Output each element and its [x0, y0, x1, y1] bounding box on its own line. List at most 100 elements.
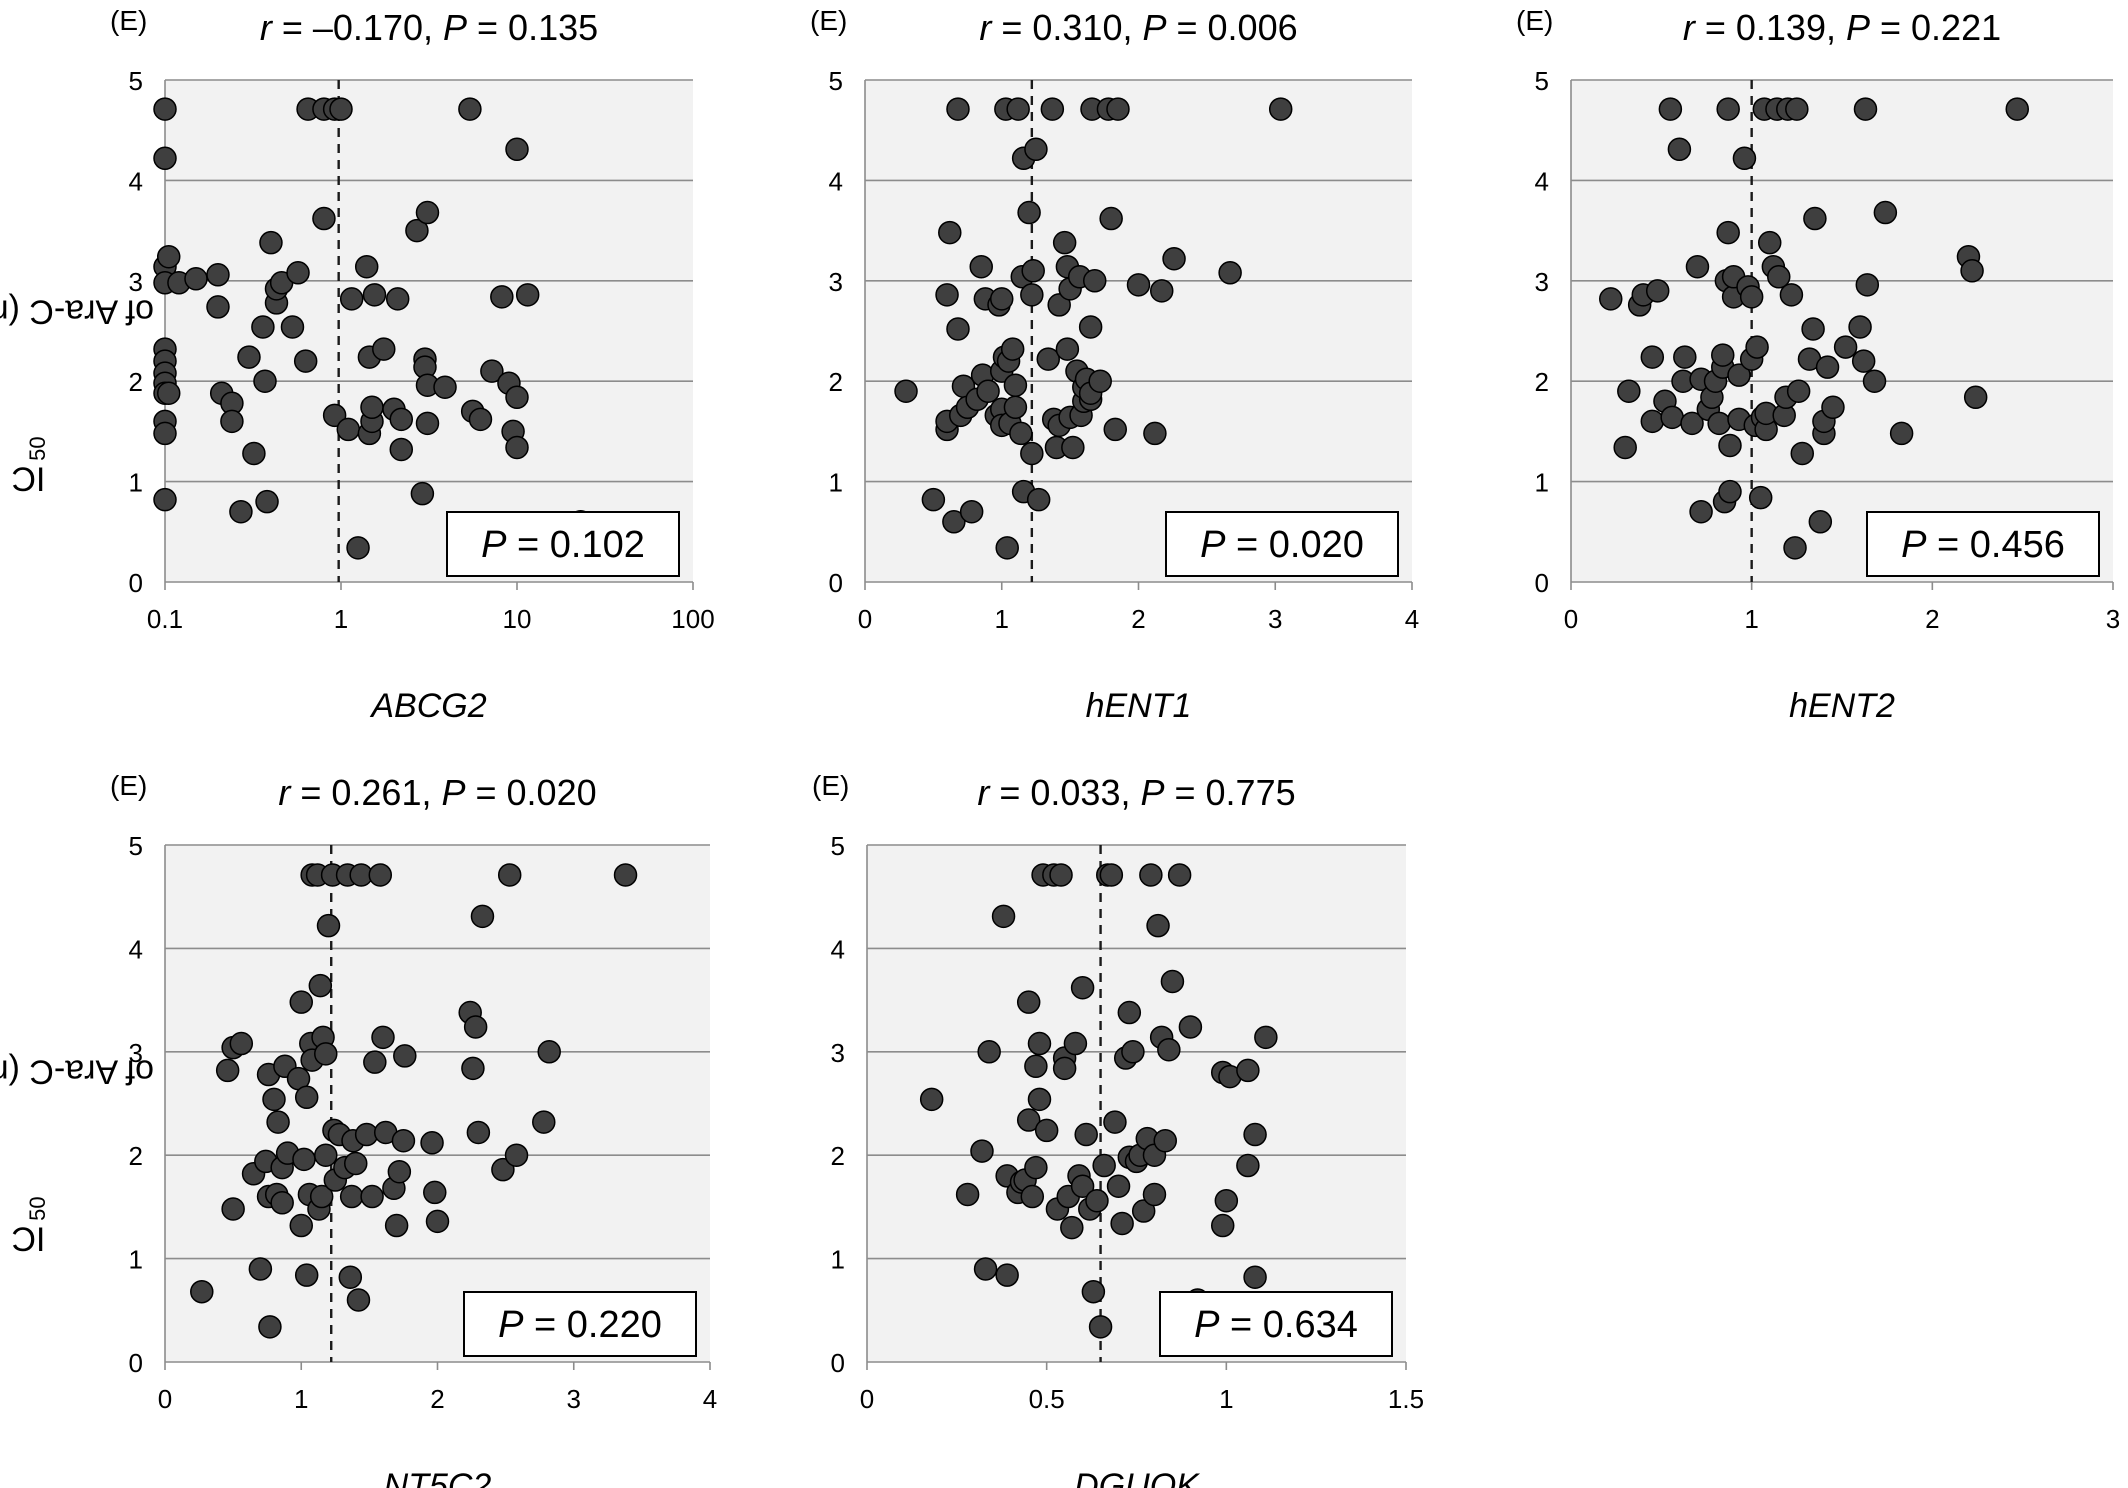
- chart-panel-1: 0.1 1 10 100 0 1 2 3 4 5 P = 0.102 (E) r = –0.170, P…: [110, 5, 715, 725]
- data-point: [1121, 1040, 1145, 1064]
- data-point: [1160, 969, 1185, 994]
- data-point: [1026, 487, 1051, 512]
- data-point: [1078, 315, 1103, 339]
- data-point: [1790, 441, 1815, 466]
- data-point: [1167, 863, 1192, 887]
- data-point: [468, 407, 493, 432]
- data-point: [1000, 337, 1025, 361]
- x-tick-label: 0: [858, 604, 872, 634]
- x-tick-label: 1: [334, 604, 348, 634]
- data-point: [1049, 863, 1073, 887]
- y-tick-label: 4: [831, 934, 845, 964]
- data-point: [1110, 1211, 1134, 1236]
- plot-area: [165, 845, 710, 1362]
- data-point: [1149, 279, 1174, 303]
- data-point: [461, 1056, 485, 1081]
- data-point: [262, 1087, 286, 1112]
- data-point: [220, 409, 244, 434]
- data-point: [420, 1131, 444, 1155]
- data-point: [1960, 259, 1984, 283]
- data-point: [360, 395, 384, 420]
- data-point: [1117, 1000, 1142, 1025]
- p-value-box: [463, 1291, 697, 1357]
- y-tick-label: 3: [1535, 267, 1549, 297]
- chart-title: r = 0.033, P = 0.775: [977, 772, 1295, 813]
- chart-panel-4: 0 1 2 3 4 0 1 2 3 4 5 P = 0.220 (E) r = 0.261, P = 0.…: [110, 770, 717, 1488]
- data-point: [946, 317, 970, 341]
- data-point: [1162, 246, 1186, 271]
- data-point: [1103, 1110, 1127, 1134]
- data-point: [919, 1087, 944, 1112]
- x-tick-label: 0: [158, 1384, 172, 1414]
- data-point: [1711, 343, 1735, 367]
- data-point: [322, 403, 347, 428]
- data-point: [995, 536, 1019, 560]
- data-point: [387, 1159, 412, 1184]
- data-point: [1020, 441, 1044, 466]
- y-tick-label: 4: [129, 934, 143, 964]
- data-point: [1243, 1265, 1267, 1289]
- data-point: [156, 381, 181, 405]
- data-point: [1889, 421, 1914, 446]
- data-point: [1640, 345, 1665, 369]
- data-point: [153, 146, 177, 171]
- data-point: [1748, 485, 1773, 510]
- data-point: [1873, 200, 1898, 225]
- data-point: [1963, 385, 1988, 410]
- data-point: [339, 1184, 364, 1209]
- data-point: [425, 1209, 450, 1234]
- data-point: [316, 913, 341, 938]
- data-point: [1017, 200, 1041, 225]
- data-point: [955, 1182, 980, 1207]
- data-point: [1243, 1122, 1267, 1147]
- data-point: [1739, 285, 1764, 309]
- chart-title: r = 0.310, P = 0.006: [979, 7, 1297, 48]
- data-point: [1070, 1174, 1095, 1198]
- data-point: [1658, 97, 1683, 121]
- data-point: [258, 1315, 282, 1339]
- data-point: [1745, 335, 1769, 359]
- data-point: [215, 1058, 240, 1083]
- data-point: [532, 1110, 556, 1134]
- y-tick-label: 0: [831, 1348, 845, 1378]
- data-point: [1685, 254, 1710, 279]
- x-tick-label: 0.1: [147, 604, 183, 634]
- data-point: [259, 230, 283, 255]
- y-tick-label: 2: [829, 367, 843, 397]
- data-point: [1034, 1118, 1059, 1143]
- y-tick-label: 0: [129, 1348, 143, 1378]
- data-point: [346, 536, 370, 560]
- data-point: [995, 1263, 1019, 1287]
- data-point: [1821, 395, 1845, 420]
- data-point: [206, 263, 230, 287]
- data-point: [491, 1157, 515, 1182]
- data-point: [1099, 206, 1123, 231]
- x-tick-label: 1: [294, 1384, 308, 1414]
- y-tick-label: 4: [829, 166, 843, 196]
- data-point: [312, 206, 336, 231]
- x-tick-label: 1: [1219, 1384, 1233, 1414]
- data-point: [613, 863, 638, 887]
- data-point: [253, 369, 277, 393]
- x-tick-label: 2: [1925, 604, 1939, 634]
- y-tick-label: 4: [129, 166, 143, 196]
- data-point: [1757, 230, 1782, 255]
- data-point: [1139, 863, 1163, 887]
- data-point: [1146, 913, 1170, 938]
- data-point: [959, 499, 984, 524]
- data-point: [470, 904, 495, 929]
- data-point: [360, 1184, 384, 1209]
- data-point: [1024, 1155, 1048, 1180]
- data-point: [990, 287, 1014, 311]
- data-point: [1855, 273, 1880, 297]
- data-point: [1016, 1108, 1041, 1132]
- data-point: [1214, 1188, 1239, 1213]
- data-point: [1613, 435, 1637, 460]
- data-point: [362, 283, 387, 307]
- data-point: [1673, 345, 1697, 369]
- data-point: [1848, 315, 1872, 339]
- data-point: [1779, 283, 1804, 307]
- data-point: [1851, 349, 1876, 373]
- data-point: [1645, 279, 1670, 303]
- data-point: [280, 315, 305, 339]
